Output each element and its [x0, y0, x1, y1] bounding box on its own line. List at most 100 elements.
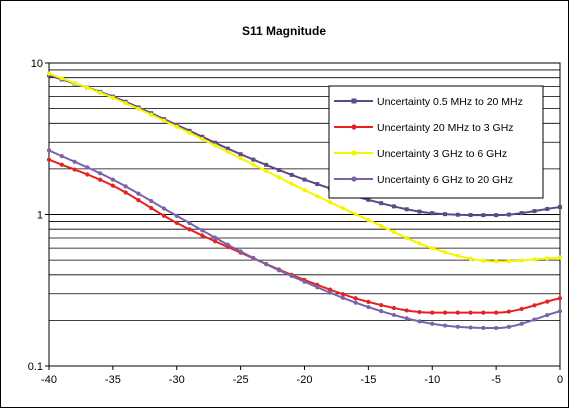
x-axis: -40 -35 -30 -25 -20 -15 -10 -5 0: [41, 366, 563, 386]
series-marker: [187, 130, 192, 135]
y-tick-label: 0.1: [28, 361, 43, 373]
series-marker: [455, 324, 460, 329]
x-tick-label: -15: [360, 374, 376, 386]
series-marker: [545, 206, 550, 211]
series-marker: [417, 309, 422, 315]
series-marker: [366, 299, 371, 304]
series-marker: [276, 268, 282, 273]
series-marker: [532, 257, 537, 262]
series-marker: [238, 156, 243, 161]
series-marker: [264, 168, 269, 174]
series-marker: [379, 302, 384, 308]
series-marker: [110, 183, 115, 188]
series-marker: [200, 137, 205, 142]
series-marker: [532, 209, 537, 214]
series-marker: [149, 205, 154, 211]
series-marker: [353, 300, 358, 305]
series-marker: [391, 204, 396, 209]
series-marker: [238, 152, 243, 157]
series-uncertainty-6-ghz-to-20-ghz: [46, 148, 563, 331]
series-marker: [315, 194, 320, 199]
x-tick-label: -35: [105, 374, 121, 386]
series-marker: [98, 90, 103, 95]
y-tick-label: 10: [31, 58, 43, 70]
series-marker: [494, 310, 499, 315]
series-marker: [72, 159, 77, 164]
series-marker: [46, 71, 52, 76]
series-marker: [136, 106, 141, 111]
series-marker: [212, 239, 218, 244]
legend-label: Uncertainty 6 GHz to 20 GHz: [377, 174, 513, 186]
series-marker: [545, 256, 550, 261]
series-marker: [225, 149, 230, 155]
series-marker: [98, 171, 103, 176]
series-marker: [251, 255, 256, 261]
series-marker: [187, 227, 192, 232]
series-marker: [123, 184, 128, 189]
series-marker: [353, 212, 358, 217]
series-marker: [200, 228, 205, 233]
series-marker: [391, 305, 397, 311]
series-marker: [506, 309, 511, 314]
series-lines: [46, 71, 563, 331]
series-marker: [302, 279, 307, 284]
y-axis: 0.1 1 10: [28, 58, 49, 373]
series-marker: [251, 157, 256, 162]
x-tick-label: -10: [424, 374, 440, 386]
series-marker: [455, 253, 460, 258]
series-marker: [46, 148, 52, 153]
series-marker: [315, 285, 320, 290]
legend-item: Uncertainty 3 GHz to 6 GHz: [334, 148, 507, 160]
series-marker: [557, 255, 563, 260]
series-marker: [212, 235, 218, 240]
series-marker: [379, 309, 384, 314]
series-marker: [327, 290, 333, 295]
x-tick-label: 0: [557, 374, 563, 386]
series-marker: [481, 258, 486, 263]
series-marker: [545, 299, 550, 304]
legend-label: Uncertainty 0.5 MHz to 20 MHz: [377, 96, 523, 108]
legend-label: Uncertainty 20 MHz to 3 GHz: [377, 122, 514, 134]
legend-marker: [351, 98, 357, 104]
series-marker: [276, 175, 282, 180]
series-marker: [442, 250, 448, 255]
series-marker: [327, 200, 333, 205]
series-marker: [85, 165, 90, 170]
series-marker: [251, 162, 256, 167]
series-marker: [123, 101, 128, 106]
series-marker: [443, 212, 448, 217]
series-marker: [161, 118, 167, 123]
series-marker: [417, 319, 422, 324]
x-tick-label: -25: [233, 374, 249, 386]
legend-marker: [351, 176, 357, 182]
series-marker: [519, 306, 524, 312]
x-tick-label: -30: [169, 374, 185, 386]
series-marker: [481, 325, 486, 331]
series-marker: [110, 95, 115, 100]
x-tick-label: -20: [297, 374, 313, 386]
series-marker: [532, 317, 537, 322]
series-marker: [404, 235, 409, 241]
series-marker: [353, 296, 358, 301]
series-marker: [494, 259, 499, 264]
series-marker: [315, 182, 320, 187]
series-marker: [519, 211, 524, 216]
series-marker: [468, 256, 473, 261]
series-marker: [200, 134, 205, 139]
series-marker: [494, 213, 499, 218]
series-marker: [264, 162, 269, 167]
series-marker: [404, 308, 409, 313]
series-marker: [391, 229, 397, 235]
series-marker: [174, 124, 179, 129]
series-marker: [123, 190, 128, 195]
series-marker: [72, 167, 77, 172]
series-marker: [59, 162, 64, 167]
series-marker: [481, 213, 486, 218]
series-marker: [379, 201, 384, 206]
series-marker: [340, 295, 345, 300]
series-marker: [417, 241, 422, 246]
series-marker: [85, 85, 90, 90]
series-marker: [519, 321, 524, 326]
series-marker: [98, 177, 103, 182]
series-marker: [404, 207, 409, 212]
